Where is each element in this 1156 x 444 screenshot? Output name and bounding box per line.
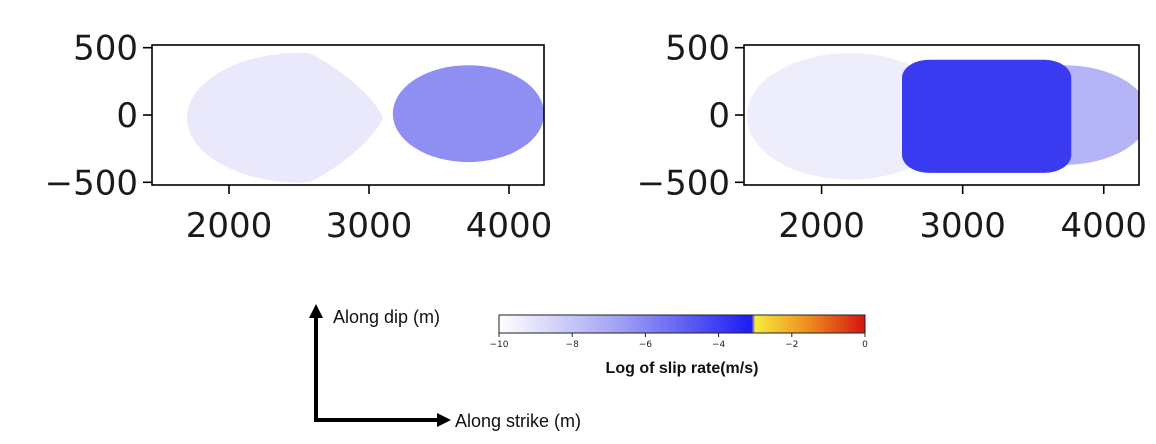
slip-region-0 — [746, 53, 953, 180]
colorbar-gradient — [498, 314, 866, 334]
slip-field — [187, 52, 544, 183]
colorbar-tick-label: −4 — [712, 340, 726, 350]
dip-arrow-head — [309, 304, 323, 318]
colorbar-label: Log of slip rate(m/s) — [606, 360, 759, 377]
colorbar-tick-label: −8 — [566, 340, 580, 350]
y-tick-label: 0 — [708, 96, 730, 136]
slip-field — [746, 53, 1139, 180]
colorbar-tick-label: −10 — [490, 340, 509, 350]
along-strike-label: Along strike (m) — [455, 411, 581, 431]
x-tick-label: 4000 — [1060, 206, 1147, 246]
y-tick-label: −500 — [637, 163, 730, 203]
colorbar-ticks: −10 −8 −6 −4 −2 0 — [490, 333, 868, 350]
x-tick-label: 2000 — [778, 206, 865, 246]
axes-direction-guide: Along dip (m) Along strike (m) — [309, 304, 581, 431]
slip-region-2 — [902, 59, 1072, 173]
colorbar-tick-label: −6 — [639, 340, 653, 350]
y-tick-label: 500 — [665, 29, 730, 69]
y-tick-label: 0 — [116, 96, 138, 136]
colorbar-tick-label: −2 — [785, 340, 798, 350]
colorbar-tick-label: 0 — [862, 340, 868, 350]
y-tick-label: −500 — [45, 163, 138, 203]
slip-region-1 — [392, 65, 544, 163]
along-dip-label: Along dip (m) — [333, 307, 440, 327]
slip-region-0 — [187, 52, 383, 183]
colorbar: −10 −8 −6 −4 −2 0 Log of slip rate(m/s) — [490, 314, 868, 377]
strike-arrow-head — [437, 413, 451, 427]
x-tick-label: 3000 — [326, 206, 413, 246]
x-tick-label: 2000 — [186, 206, 273, 246]
x-tick-label: 4000 — [466, 206, 553, 246]
y-tick-label: 500 — [73, 29, 138, 69]
x-tick-label: 3000 — [919, 206, 1006, 246]
